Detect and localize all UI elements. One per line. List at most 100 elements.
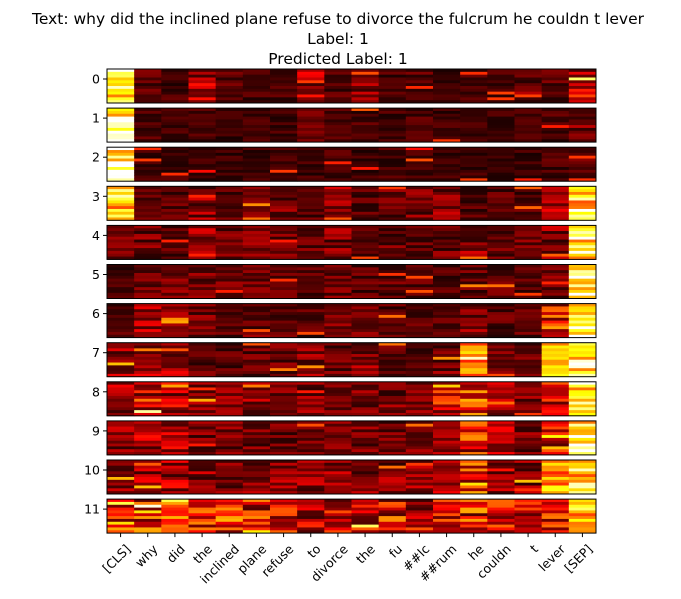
heatmap-cell: [351, 510, 380, 514]
heatmap-cell: [514, 306, 543, 310]
heatmap-cell: [541, 426, 570, 430]
heatmap-cell: [460, 329, 488, 333]
heatmap-cell: [541, 317, 570, 321]
heatmap-cell: [568, 108, 597, 112]
heatmap-cell: [351, 306, 380, 310]
heatmap-cell: [161, 139, 189, 143]
heatmap-cell: [351, 88, 380, 93]
heatmap-cell: [568, 381, 597, 386]
heatmap-cell: [107, 167, 135, 171]
heatmap-cell: [297, 468, 325, 472]
heatmap-cell: [188, 150, 217, 154]
heatmap-cell: [215, 420, 244, 425]
heatmap-cell: [351, 468, 380, 472]
heatmap-cell: [460, 373, 488, 378]
heatmap-cell: [297, 253, 325, 257]
heatmap-cell: [134, 80, 162, 84]
heatmap-cell: [541, 273, 570, 277]
heatmap-cell: [107, 175, 135, 179]
heatmap-cell: [161, 248, 189, 252]
heatmap-cell: [541, 323, 570, 327]
heatmap-cell: [134, 239, 162, 243]
heatmap-cell: [378, 449, 407, 453]
heatmap-cell: [161, 253, 189, 257]
heatmap-cell: [270, 309, 298, 313]
heatmap-cell: [242, 152, 271, 157]
heatmap-cell: [161, 326, 189, 330]
heatmap-cell: [188, 384, 217, 388]
heatmap-cell: [242, 387, 271, 391]
heatmap-cell: [215, 410, 244, 414]
heatmap-cell: [514, 217, 543, 221]
heatmap-cell: [215, 110, 244, 115]
heatmap-cell: [514, 371, 543, 375]
heatmap-cell: [541, 437, 570, 442]
heatmap-cell: [107, 485, 135, 489]
heatmap-cell: [378, 88, 407, 93]
heatmap-cell: [487, 474, 515, 478]
heatmap-cell: [324, 250, 352, 255]
panel-border: [106, 107, 597, 143]
heatmap-cell: [405, 281, 434, 285]
heatmap-cell: [242, 108, 271, 112]
heatmap-cell: [134, 253, 162, 257]
heatmap-cell: [188, 462, 217, 467]
heatmap-cell: [188, 368, 217, 372]
heatmap-cell: [270, 200, 298, 204]
heatmap-cell: [324, 139, 352, 143]
heatmap-cell: [134, 518, 162, 523]
heatmap-cell: [351, 194, 380, 199]
heatmap-cell: [188, 479, 217, 484]
heatmap-cell: [107, 432, 135, 436]
heatmap-cell: [487, 314, 515, 319]
heatmap-cell: [161, 420, 189, 425]
heatmap-cell: [215, 83, 244, 87]
heatmap-cell: [487, 412, 515, 417]
heatmap-cell: [188, 256, 217, 260]
heatmap-cell: [378, 136, 407, 140]
heatmap-cell: [161, 191, 189, 196]
heatmap-cell: [188, 303, 217, 307]
heatmap-cell: [242, 175, 271, 179]
heatmap-cell: [215, 373, 244, 378]
heatmap-cell: [161, 440, 189, 444]
heatmap-cell: [460, 290, 488, 294]
heatmap-cell: [188, 164, 217, 168]
heatmap-cell: [188, 348, 217, 352]
heatmap-cell: [460, 527, 488, 531]
heatmap-cell: [270, 393, 298, 397]
heatmap-cell: [405, 323, 434, 327]
heatmap-cell: [514, 474, 543, 478]
heatmap-cell: [242, 292, 271, 297]
heatmap-cell: [161, 194, 189, 199]
heatmap-cell: [134, 197, 162, 201]
heatmap-cell: [541, 295, 570, 299]
heatmap-cell: [541, 125, 570, 129]
heatmap-cell: [270, 211, 298, 216]
heatmap-cell: [270, 452, 298, 456]
heatmap-cell: [433, 359, 461, 363]
heatmap-cell: [433, 312, 461, 316]
row-label: 4: [92, 228, 100, 243]
heatmap-cell: [514, 323, 543, 327]
heatmap-cell: [134, 147, 162, 151]
heatmap-cell: [351, 303, 380, 307]
heatmap-cell: [487, 130, 515, 134]
heatmap-cell: [270, 69, 298, 73]
heatmap-cell: [107, 69, 135, 73]
heatmap-cell: [324, 395, 352, 400]
heatmap-cell: [405, 373, 434, 378]
heatmap-cell: [487, 491, 515, 495]
heatmap-cell: [161, 71, 189, 76]
heatmap-cell: [460, 462, 488, 467]
heatmap-cell: [487, 264, 515, 268]
heatmap-cell: [487, 354, 515, 358]
heatmap-cell: [270, 169, 298, 174]
heatmap-cell: [188, 200, 217, 204]
heatmap-cell: [351, 390, 380, 394]
heatmap-cell: [433, 270, 461, 274]
heatmap-cell: [433, 499, 461, 503]
heatmap-cell: [405, 329, 434, 333]
heatmap-cell: [270, 354, 298, 358]
layer-panel-0: 0: [92, 68, 597, 104]
